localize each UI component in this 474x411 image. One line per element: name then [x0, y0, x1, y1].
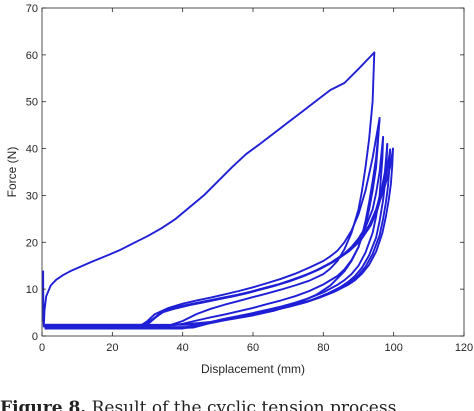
curve-segment-1 — [42, 51, 376, 328]
curve-segment-13 — [44, 117, 381, 327]
y-tick-label: 40 — [26, 144, 38, 156]
figure-caption: Figure 8. Result of the cyclic tension p… — [0, 393, 474, 411]
y-tick-label: 50 — [26, 97, 38, 109]
y-axis-ticks: 0 10 20 30 40 50 60 70 — [26, 3, 464, 343]
x-tick-label: 120 — [455, 342, 473, 354]
figure-caption-text: Result of the cyclic tension process — [86, 398, 397, 411]
x-tick-label: 20 — [106, 342, 118, 354]
figure-caption-label: Figure 8. — [0, 398, 87, 411]
y-tick-label: 70 — [26, 3, 38, 15]
cyclic-tension-chart: 0 20 40 60 80 100 120 0 10 20 30 40 50 60 70 Displace… — [5, 3, 473, 376]
x-tick-label: 40 — [177, 342, 189, 354]
x-axis-ticks: 0 20 40 60 80 100 120 — [39, 8, 473, 354]
y-tick-label: 20 — [26, 237, 38, 249]
x-tick-label: 100 — [384, 342, 402, 354]
x-axis-title: Displacement (mm) — [201, 362, 305, 376]
force-displacement-curves — [42, 51, 394, 330]
y-tick-label: 10 — [26, 284, 38, 296]
x-tick-label: 60 — [247, 342, 259, 354]
y-tick-label: 0 — [32, 331, 38, 343]
x-tick-label: 0 — [39, 342, 45, 354]
plot-area-frame — [41, 7, 465, 337]
y-axis-title: Force (N) — [5, 147, 19, 198]
y-tick-label: 60 — [26, 50, 38, 62]
y-tick-label: 30 — [26, 190, 38, 202]
x-tick-label: 80 — [317, 342, 329, 354]
